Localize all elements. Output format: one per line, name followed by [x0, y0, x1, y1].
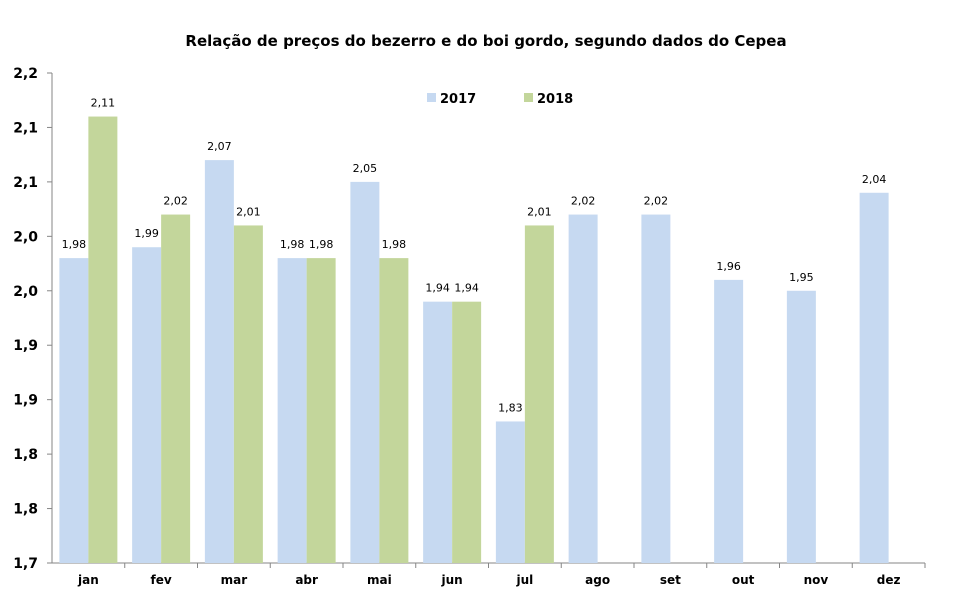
legend-swatch-2017	[427, 93, 436, 102]
bar-2017-jul	[495, 421, 525, 563]
bar-2017-mai	[350, 181, 380, 563]
data-label: 1,94	[454, 282, 479, 295]
y-tick-label: 2,0	[13, 284, 38, 300]
bar-2017-fev	[132, 247, 162, 563]
chart-title: Relação de preços do bezerro e do boi go…	[185, 32, 786, 50]
data-label: 2,07	[207, 140, 232, 153]
bar-2018-fev	[161, 214, 191, 564]
data-label: 2,01	[236, 205, 261, 218]
legend-label-2017: 2017	[440, 92, 476, 107]
x-tick-label: abr	[295, 573, 318, 587]
bar-2017-jan	[59, 258, 89, 563]
bar-2017-ago	[568, 214, 598, 564]
bar-2018-jul	[524, 225, 554, 563]
bar-2017-nov	[786, 290, 816, 563]
y-tick-label: 1,9	[13, 338, 38, 354]
bar-2017-mar	[204, 160, 234, 563]
bar-2017-abr	[277, 258, 307, 563]
legend: 2017 2018	[427, 92, 573, 107]
bar-2017-dez	[859, 192, 889, 563]
bar-2018-jun	[452, 301, 482, 563]
data-label: 1,98	[280, 238, 305, 251]
y-tick-label: 2,2	[13, 66, 38, 82]
x-tick-label: ago	[585, 573, 610, 587]
x-tick-label: mar	[221, 573, 248, 587]
y-tick-label: 2,1	[13, 120, 38, 136]
x-tick-label: fev	[151, 573, 172, 587]
x-tick-label: jun	[441, 573, 463, 587]
data-label: 1,98	[382, 238, 407, 251]
data-label: 1,96	[716, 260, 741, 273]
data-label: 2,05	[353, 162, 378, 175]
y-tick-label: 2,0	[13, 229, 38, 245]
y-tick-label: 1,8	[13, 447, 38, 463]
y-tick-label: 1,7	[13, 556, 38, 572]
bar-2017-jun	[423, 301, 453, 563]
data-label: 1,95	[789, 271, 814, 284]
bar-2018-mar	[233, 225, 263, 563]
data-label: 1,99	[134, 227, 159, 240]
legend-swatch-2018	[524, 93, 533, 102]
data-label: 2,02	[163, 195, 188, 208]
x-tick-label: jan	[77, 573, 99, 587]
bar-2018-mai	[379, 258, 409, 563]
x-tick-label: set	[660, 573, 681, 587]
legend-label-2018: 2018	[537, 92, 573, 107]
bar-2017-out	[714, 279, 744, 563]
x-tick-label: dez	[877, 573, 901, 587]
data-label: 2,02	[571, 195, 596, 208]
y-tick-label: 2,1	[13, 175, 38, 191]
y-tick-label: 1,8	[13, 502, 38, 518]
bar-2017-set	[641, 214, 671, 564]
x-tick-label: mai	[367, 573, 392, 587]
x-tick-label: out	[732, 573, 755, 587]
x-tick-label: jul	[515, 573, 533, 587]
data-label: 1,98	[62, 238, 87, 251]
data-label: 2,01	[527, 205, 552, 218]
data-label: 1,83	[498, 401, 523, 414]
x-tick-label: nov	[804, 573, 829, 587]
bar-2018-abr	[306, 258, 336, 563]
data-label: 2,02	[644, 195, 669, 208]
data-label: 1,98	[309, 238, 334, 251]
y-tick-label: 1,9	[13, 393, 38, 409]
data-label: 2,11	[91, 97, 116, 110]
data-label: 1,94	[425, 282, 450, 295]
bar-2018-jan	[88, 116, 118, 564]
data-label: 2,04	[862, 173, 887, 186]
